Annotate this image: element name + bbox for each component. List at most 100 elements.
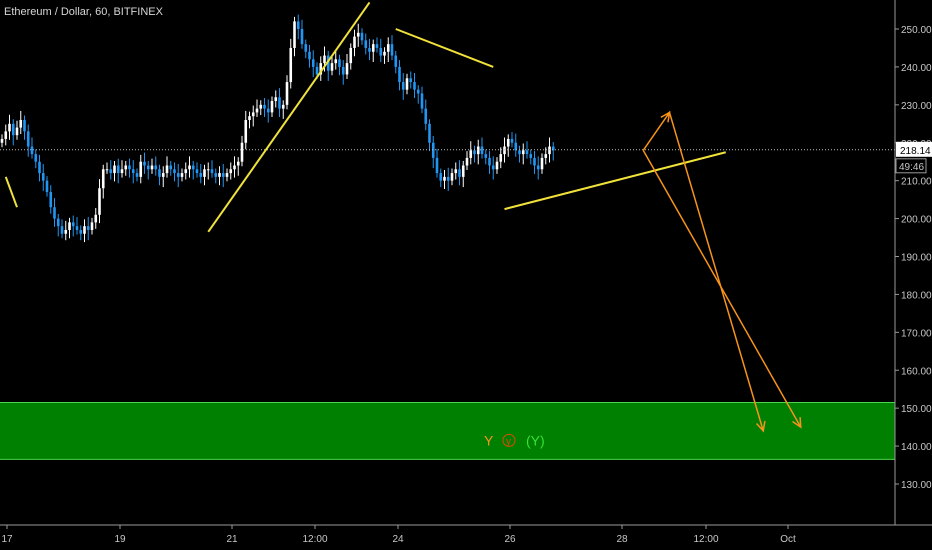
candle-body [109, 169, 113, 174]
candle-body [435, 157, 439, 174]
time-tick-label: 21 [226, 534, 238, 545]
candle-body [536, 165, 540, 170]
candle-body [214, 173, 218, 177]
trendline[interactable] [395, 28, 494, 68]
candle-body [195, 169, 199, 174]
candle-body [300, 29, 304, 45]
candle-body [480, 146, 484, 155]
candle-body [124, 165, 128, 170]
candle-body [131, 169, 135, 174]
candle-body [251, 112, 255, 117]
trendline[interactable] [207, 1, 371, 233]
candle-body [529, 154, 533, 158]
candle-body [458, 169, 461, 177]
time-tick-label: 24 [392, 534, 404, 545]
candle-body [128, 165, 131, 170]
candle-body [143, 161, 146, 166]
candle-body [398, 66, 401, 83]
candle-body [75, 226, 79, 230]
candle-body [158, 169, 161, 177]
time-tick-label: 28 [616, 534, 628, 545]
candle-body [270, 101, 274, 113]
last-price-label: 218.14 [900, 146, 931, 157]
price-tick-label: 160.00 [901, 366, 932, 377]
candle-body [334, 59, 338, 64]
candle-body [161, 173, 165, 177]
trendline[interactable] [504, 151, 726, 211]
candle-body [548, 146, 551, 155]
candle-body [503, 146, 506, 155]
projection-arrowhead [755, 420, 766, 433]
time-tick-label: 12:00 [693, 534, 718, 545]
candle-body [68, 222, 71, 230]
candle-body [203, 169, 206, 177]
candle-body [150, 165, 154, 170]
candle-body [233, 165, 236, 170]
candle-body [394, 55, 398, 67]
candle-body [461, 165, 465, 177]
candle-body [49, 192, 53, 208]
candle-body [469, 150, 473, 158]
trendline[interactable] [4, 176, 18, 208]
candle-body [383, 51, 386, 56]
candle-body [525, 150, 529, 155]
candle-body [86, 226, 90, 230]
candle-body [34, 154, 38, 162]
candle-body [11, 123, 15, 136]
wave-label-y-paren: (Y) [526, 432, 545, 448]
candle-body [45, 180, 49, 193]
candle-body [390, 44, 394, 56]
candle-body [120, 169, 124, 174]
candle-body [79, 229, 83, 234]
price-tick-label: 190.00 [901, 253, 932, 264]
candle-body [105, 169, 109, 171]
candle-body [409, 78, 413, 83]
chart-title: Ethereum / Dollar, 60, BITFINEX [4, 6, 163, 18]
candle-body [41, 173, 45, 181]
projection-path[interactable] [642, 149, 802, 428]
candle-body [285, 82, 289, 105]
countdown-badge [895, 158, 927, 174]
candle-body [428, 123, 431, 143]
candle-body [446, 176, 450, 181]
candle-body [199, 173, 203, 177]
candle-body [154, 165, 158, 170]
candle-body [281, 104, 285, 109]
candle-body [319, 63, 323, 75]
candle-body [345, 63, 349, 75]
candle-body [90, 222, 94, 230]
candle-body [495, 161, 499, 170]
candle-body [173, 169, 176, 174]
candle-body [405, 78, 409, 90]
candle-body [315, 66, 319, 75]
candle-body [424, 108, 428, 124]
candle-body [64, 229, 68, 234]
candle-body [15, 127, 19, 136]
projection-arrowhead [660, 110, 671, 123]
candle-body [165, 165, 169, 174]
candle-body [338, 59, 341, 67]
candle-body [23, 120, 26, 132]
candle-body [323, 55, 326, 64]
candle-body [240, 142, 244, 162]
time-tick-label: 19 [114, 534, 126, 545]
candle-body [443, 176, 446, 181]
candle-body [540, 157, 544, 170]
candle-body [506, 138, 510, 147]
price-tick-label: 200.00 [901, 215, 932, 226]
candle-body [184, 169, 188, 174]
candle-body [113, 165, 116, 174]
candle-body [371, 44, 375, 52]
candle-body [191, 165, 195, 170]
candle-body [413, 82, 416, 90]
candle-body [274, 97, 278, 102]
candle-body [326, 55, 330, 71]
candle-body [488, 157, 491, 166]
candle-body [499, 154, 503, 162]
candle-body [135, 173, 139, 177]
projection-path[interactable] [642, 110, 764, 432]
price-tick-label: 230.00 [901, 101, 932, 112]
candle-body [551, 146, 555, 151]
candle-body [349, 47, 353, 64]
